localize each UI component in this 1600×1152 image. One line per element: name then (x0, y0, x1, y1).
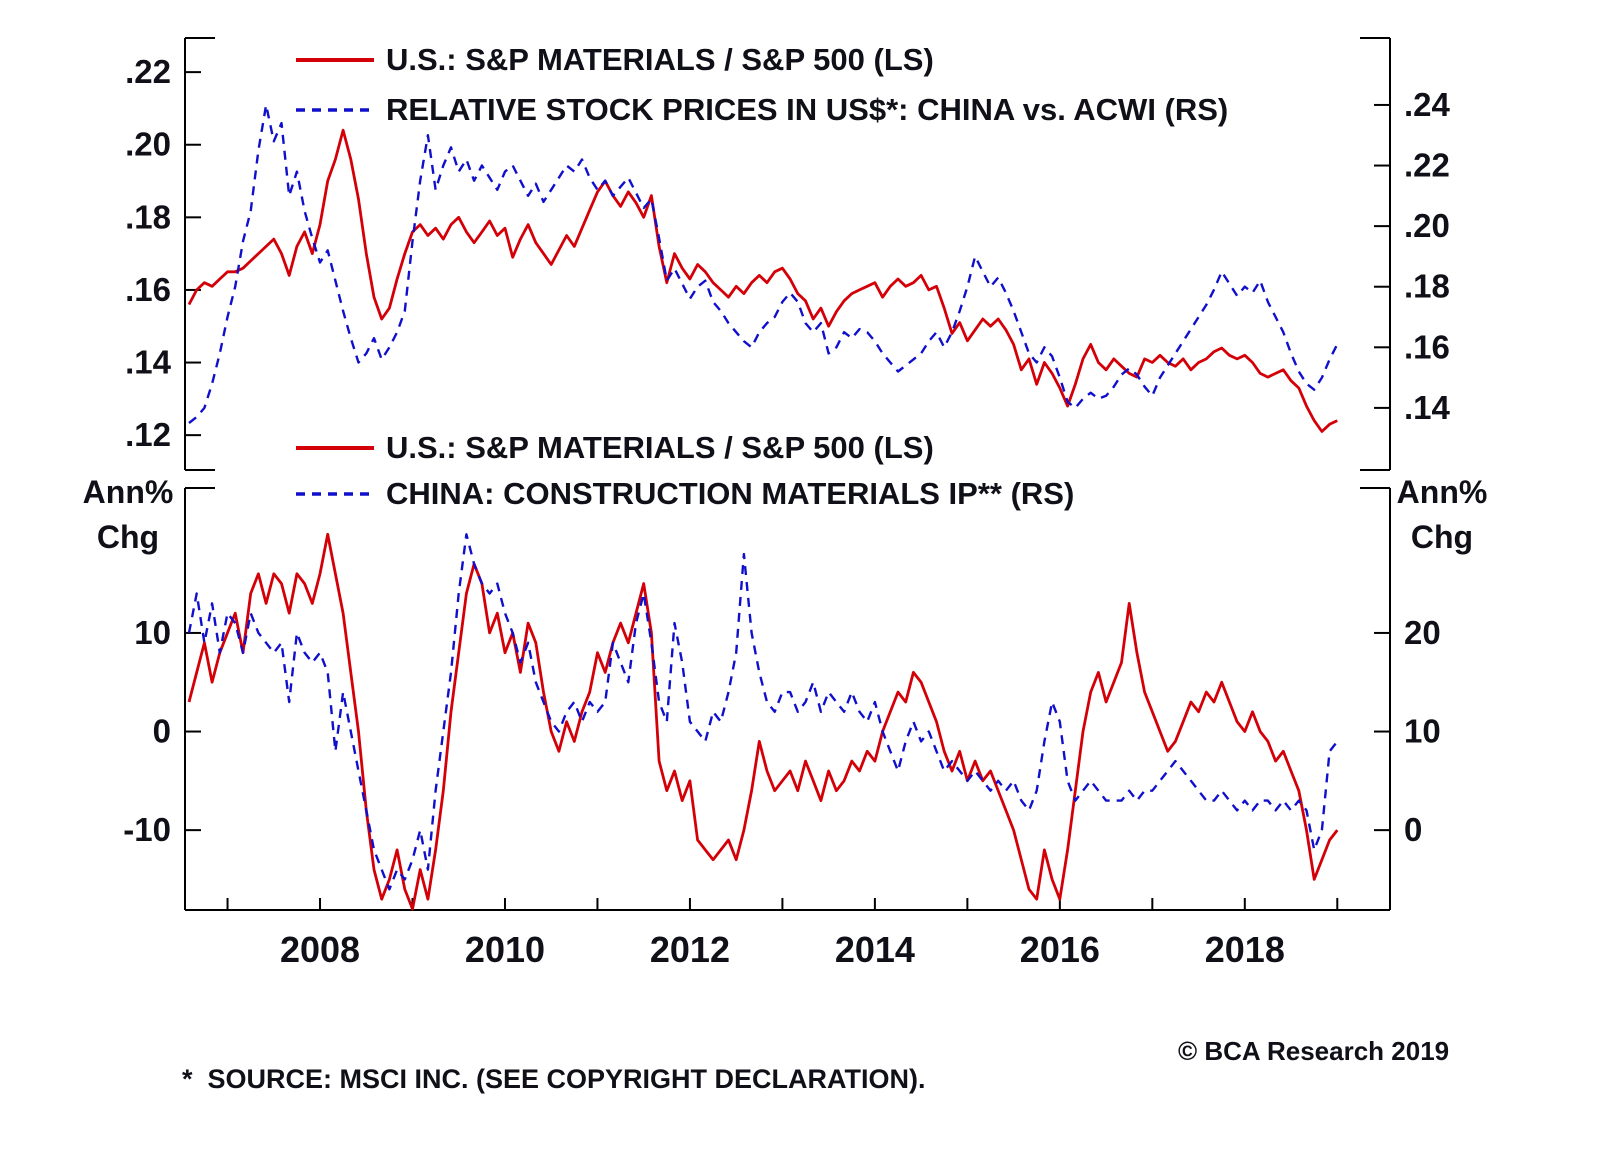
y-tick-label-left: .14 (125, 344, 172, 381)
red-solid-line-sample (296, 58, 374, 62)
series-red-bottom (187, 532, 1339, 911)
y-tick-label-right: 0 (1404, 811, 1422, 848)
legend-item: U.S.: S&P MATERIALS / S&P 500 (LS) (296, 428, 1074, 468)
legend-bottom-panel: U.S.: S&P MATERIALS / S&P 500 (LS) CHINA… (296, 428, 1074, 514)
x-tick-label: 2014 (835, 929, 915, 970)
legend-item: U.S.: S&P MATERIALS / S&P 500 (LS) (296, 40, 1228, 80)
series-blue-bottom (187, 533, 1339, 891)
footnote-msci: * SOURCE: MSCI INC. (SEE COPYRIGHT DECLA… (182, 1064, 926, 1094)
y-tick-label-left: 10 (134, 614, 171, 651)
right-axis-unit-label: Ann% Chg (1396, 474, 1488, 555)
x-tick-label: 2012 (650, 929, 730, 970)
x-tick-label: 2010 (465, 929, 545, 970)
y-tick-label-right: .22 (1404, 147, 1450, 184)
y-tick-label-right: .18 (1404, 268, 1450, 305)
y-tick-label-left: .20 (125, 126, 171, 163)
red-solid-line-sample (296, 446, 374, 450)
y-tick-label-right: .16 (1404, 328, 1450, 365)
y-tick-label-left: .18 (125, 198, 171, 235)
blue-dashed-line-sample (296, 492, 374, 496)
y-tick-label-right: 20 (1404, 614, 1441, 651)
legend-item: CHINA: CONSTRUCTION MATERIALS IP** (RS) (296, 474, 1074, 514)
x-tick-label: 2016 (1020, 929, 1100, 970)
blue-dashed-line-sample (296, 108, 374, 112)
y-tick-label-left: .22 (125, 53, 171, 90)
series-red-top (187, 128, 1338, 433)
legend-label-us-materials-top: U.S.: S&P MATERIALS / S&P 500 (LS) (386, 42, 934, 77)
legend-label-china-acwi: RELATIVE STOCK PRICES IN US$*: CHINA vs.… (386, 92, 1229, 127)
y-tick-label-right: .20 (1404, 207, 1450, 244)
x-tick-label: 2008 (280, 929, 360, 970)
legend-label-us-materials-bottom: U.S.: S&P MATERIALS / S&P 500 (LS) (386, 430, 934, 465)
y-tick-label-left: -10 (123, 811, 171, 848)
y-tick-label-left: 0 (153, 713, 171, 750)
left-axis-unit-label: Ann% Chg (82, 474, 174, 555)
legend-top-panel: U.S.: S&P MATERIALS / S&P 500 (LS) RELAT… (296, 40, 1228, 130)
source-footnotes: * SOURCE: MSCI INC. (SEE COPYRIGHT DECLA… (182, 984, 926, 1152)
x-tick-label: 2018 (1205, 929, 1285, 970)
copyright-notice: © BCA Research 2019 (1178, 1036, 1450, 1066)
y-tick-label-right: 10 (1404, 713, 1441, 750)
series-blue-top (188, 103, 1339, 424)
legend-label-china-construction-ip: CHINA: CONSTRUCTION MATERIALS IP** (RS) (386, 476, 1075, 511)
y-tick-label-right: .14 (1404, 389, 1451, 426)
y-tick-label-left: .12 (125, 416, 171, 453)
y-tick-label-left: .16 (125, 271, 171, 308)
legend-item: RELATIVE STOCK PRICES IN US$*: CHINA vs.… (296, 90, 1228, 130)
y-tick-label-right: .24 (1404, 86, 1451, 123)
